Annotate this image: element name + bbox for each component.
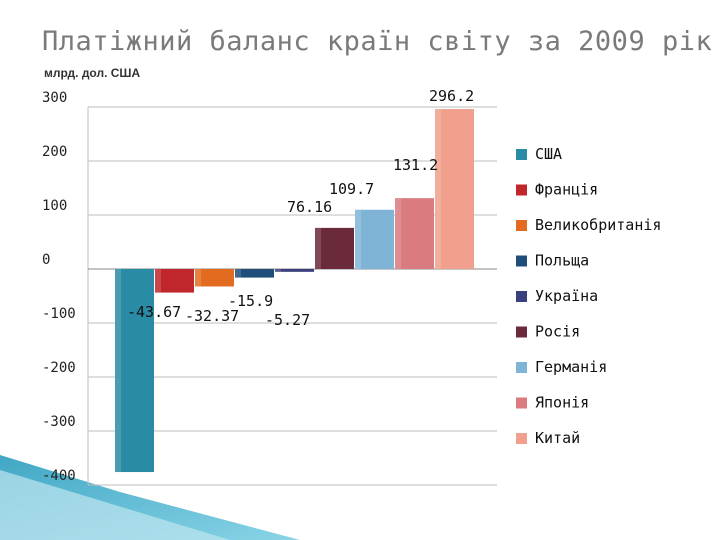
legend-entry: Україна [535,287,598,305]
bar-highlight [355,209,361,269]
bar-highlight [315,227,321,269]
bar-highlight [115,269,121,473]
chart-title: Платіжний баланс країн світу за 2009 рік [42,26,713,57]
data-label: 296.2 [429,87,474,105]
bar-highlight [155,269,161,293]
legend-swatch [516,326,527,338]
y-tick-label: 300 [42,90,67,106]
data-label: -43.67 [127,303,181,321]
legend-entry: Франція [535,181,598,199]
y-tick-label: -200 [42,360,76,376]
legend-swatch [516,397,527,409]
chart-subtitle: млрд. дол. США [44,66,141,80]
data-label: 131.2 [393,156,438,174]
legend-entry: Росія [535,323,580,341]
legend-swatch [516,149,527,160]
bar-8 [395,198,434,269]
legend-entry: Германія [535,358,607,376]
bar-highlight [195,269,201,287]
legend-swatch [516,362,527,373]
y-tick-label: -400 [42,468,76,484]
bar-1 [115,269,154,473]
bar-6 [315,227,354,269]
y-tick-label: -300 [42,414,76,430]
legend-entry: Китай [535,429,580,447]
bar-highlight [235,269,241,278]
legend-swatch [516,220,527,231]
data-label: 109.7 [329,180,374,198]
bar-highlight [435,109,441,269]
bar-highlight [275,269,281,272]
data-label: -15.9 [228,292,273,310]
bar-highlight [395,198,401,269]
bar-4 [235,269,274,278]
y-tick-label: 200 [42,144,67,160]
legend-swatch [516,255,527,267]
legend-entry: Японія [535,394,589,412]
data-label: -5.27 [265,311,310,329]
legend-entry: США [535,145,562,163]
data-label: 76.16 [287,198,332,216]
legend-swatch [516,433,527,444]
bar-2 [155,269,194,293]
legend-swatch [516,291,527,302]
decorative-swoosh-light [0,470,230,540]
y-tick-label: 100 [42,198,67,214]
legend-swatch [516,184,527,196]
legend-entry: Польща [535,252,589,270]
bar-3 [195,269,234,287]
y-tick-label: 0 [42,252,50,268]
y-tick-label: -100 [42,306,76,322]
bar-7 [355,209,394,269]
data-label: -32.37 [185,307,239,325]
legend-entry: Великобританія [535,216,661,234]
bar-5 [275,269,314,272]
bar-9 [435,109,474,269]
